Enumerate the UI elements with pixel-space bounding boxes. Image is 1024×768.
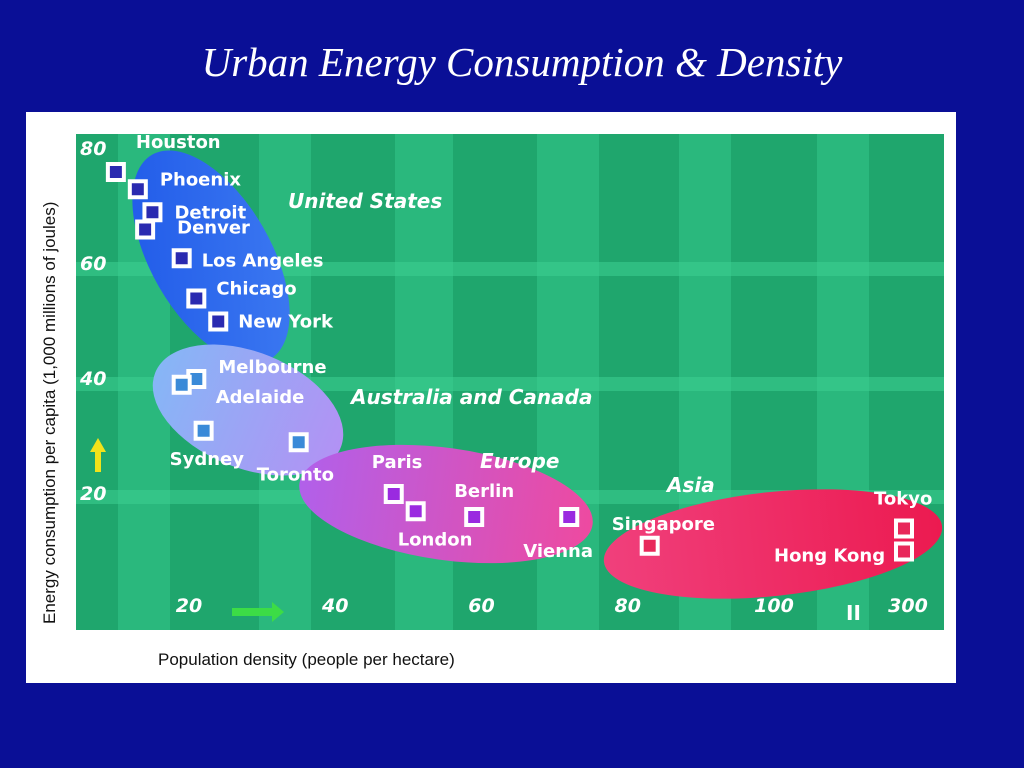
- y-tick-20: 20: [80, 483, 106, 505]
- chart-figure: United States Australia and Canada Europe A…: [26, 112, 956, 683]
- point-core-new-york: [212, 315, 225, 328]
- axis-arrows: [90, 438, 284, 622]
- gridline: [76, 262, 944, 276]
- x-tick-300: 300: [888, 595, 928, 617]
- up-arrow-icon: [90, 438, 106, 472]
- x-tick-80: 80: [615, 595, 641, 617]
- label-vienna: Vienna: [523, 541, 593, 562]
- label-tokyo: Tokyo: [874, 489, 932, 510]
- point-core-singapore: [643, 539, 656, 552]
- y-axis-title: Energy consumption per capita (1,000 mil…: [40, 202, 59, 624]
- label-phoenix: Phoenix: [160, 169, 242, 190]
- x-tick-20: 20: [176, 595, 202, 617]
- point-core-chicago: [190, 292, 203, 305]
- label-new-york: New York: [238, 312, 334, 333]
- region-shapes: [132, 150, 943, 599]
- label-paris: Paris: [372, 452, 423, 473]
- label-hong-kong: Hong Kong: [774, 546, 885, 567]
- data-points: [105, 162, 914, 562]
- label-sydney: Sydney: [170, 449, 245, 470]
- point-core-los-angeles: [175, 252, 188, 265]
- point-core-detroit: [146, 206, 159, 219]
- point-core-sydney: [197, 424, 210, 437]
- point-core-houston: [109, 166, 122, 178]
- point-labels: United States Australia and Canada Europe A…: [136, 132, 932, 567]
- axis-ticks: 20 40 60 80 20 40 60 80 100 300: [79, 138, 928, 617]
- axis-break-mark: II: [846, 601, 861, 625]
- point-core-hong-kong: [898, 545, 910, 558]
- point-core-london: [409, 505, 422, 518]
- y-tick-80: 80: [80, 138, 106, 160]
- point-core-vienna: [563, 511, 576, 523]
- x-tick-40: 40: [321, 595, 348, 617]
- point-core-berlin: [468, 511, 481, 523]
- point-core-denver: [139, 223, 152, 236]
- point-core-melbourne: [190, 373, 203, 385]
- scatter-chart: United States Australia and Canada Europe A…: [40, 132, 944, 669]
- point-core-adelaide: [175, 378, 188, 391]
- region-united-states: [132, 150, 290, 364]
- group-label-asia: Asia: [665, 473, 715, 497]
- point-core-tokyo: [898, 522, 910, 535]
- group-label-united-states: United States: [288, 189, 442, 213]
- point-core-phoenix: [131, 183, 144, 196]
- group-label-europe: Europe: [480, 449, 559, 473]
- label-houston: Houston: [136, 132, 221, 153]
- group-label-australia-and-canada: Australia and Canada: [349, 385, 592, 409]
- label-melbourne: Melbourne: [218, 357, 326, 378]
- label-toronto: Toronto: [257, 464, 334, 485]
- point-core-paris: [387, 488, 400, 500]
- region-asia: [603, 489, 943, 599]
- region-europe: [299, 444, 593, 564]
- y-tick-40: 40: [79, 368, 106, 390]
- label-london: London: [398, 529, 473, 550]
- x-tick-100: 100: [754, 595, 794, 617]
- point-core-toronto: [292, 436, 305, 449]
- label-berlin: Berlin: [454, 481, 514, 502]
- label-detroit: Detroit: [174, 202, 246, 223]
- slide-title: Urban Energy Consumption & Density: [201, 39, 843, 85]
- x-tick-60: 60: [468, 595, 494, 617]
- label-los-angeles: Los Angeles: [202, 250, 324, 271]
- y-tick-60: 60: [80, 253, 106, 275]
- right-arrow-icon: [232, 602, 284, 622]
- x-axis-title: Population density (people per hectare): [158, 650, 455, 669]
- label-singapore: Singapore: [612, 514, 715, 535]
- label-denver: Denver: [177, 218, 250, 239]
- label-adelaide: Adelaide: [216, 387, 305, 408]
- label-chicago: Chicago: [216, 279, 296, 300]
